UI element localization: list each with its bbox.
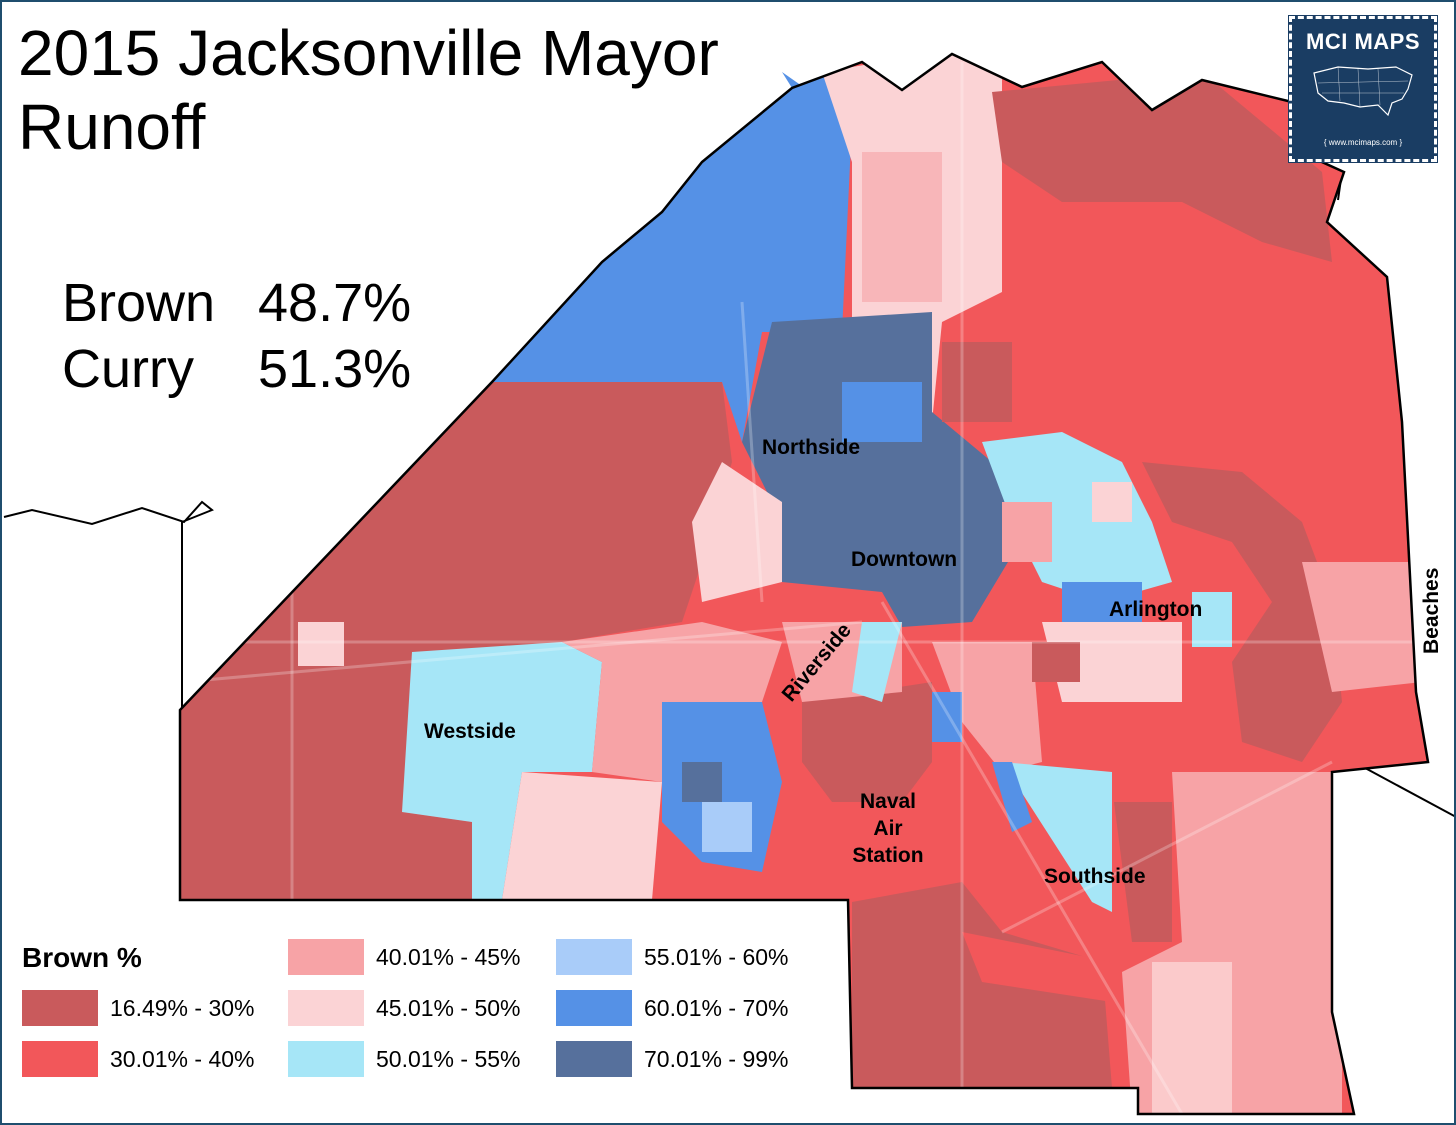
naval-line-3: Station [852,844,924,867]
naval-line-1: Naval [859,790,917,813]
beaches-boundary [1353,761,1454,818]
map-title: 2015 Jacksonville Mayor Runoff [18,16,719,164]
legend-label: 45.01% - 50% [376,995,521,1021]
label-westside: Westside [424,720,516,743]
label-downtown: Downtown [851,548,958,571]
legend-label: 70.01% - 99% [644,1046,789,1072]
mci-maps-logo: MCI MAPS { www.mcimaps.com } [1288,15,1438,163]
label-northside: Northside [762,436,861,459]
title-line-1: 2015 Jacksonville Mayor [18,17,719,89]
naval-line-2: Air [873,817,903,840]
logo-url: { www.mcimaps.com } [1323,138,1403,147]
result-row-brown: Brown 48.7% [62,270,411,336]
legend-swatch [22,990,98,1026]
legend-title: Brown % [22,942,142,973]
label-beaches: Beaches [1420,567,1443,654]
legend-swatch [556,1041,632,1077]
legend-swatch [22,1041,98,1077]
results-summary: Brown 48.7% Curry 51.3% [62,270,411,402]
county-boundary [178,52,1430,1116]
legend-swatch [556,990,632,1026]
legend-swatch [288,939,364,975]
legend-swatch [288,990,364,1026]
logo-text: MCI MAPS [1306,29,1420,54]
candidate-pct: 48.7% [258,273,412,333]
legend-swatch [288,1041,364,1077]
candidate-name: Curry [62,339,194,399]
legend-label: 40.01% - 45% [376,944,521,970]
candidate-pct: 51.3% [258,339,412,399]
legend-label: 30.01% - 40% [110,1046,255,1072]
legend-label: 55.01% - 60% [644,944,789,970]
label-naval-air-station: Naval Air Station [848,788,928,869]
us-map-icon [1313,66,1413,117]
river-mouth-north [782,72,802,88]
label-southside: Southside [1044,865,1146,888]
legend-label: 16.49% - 30% [110,995,255,1021]
result-row-curry: Curry 51.3% [62,336,411,402]
legend-swatch [556,939,632,975]
legend-label: 50.01% - 55% [376,1046,521,1072]
legend-label: 60.01% - 70% [644,995,789,1021]
label-arlington: Arlington [1109,598,1203,621]
candidate-name: Brown [62,273,216,333]
outside-boundary [3,500,214,710]
title-line-2: Runoff [18,91,206,163]
